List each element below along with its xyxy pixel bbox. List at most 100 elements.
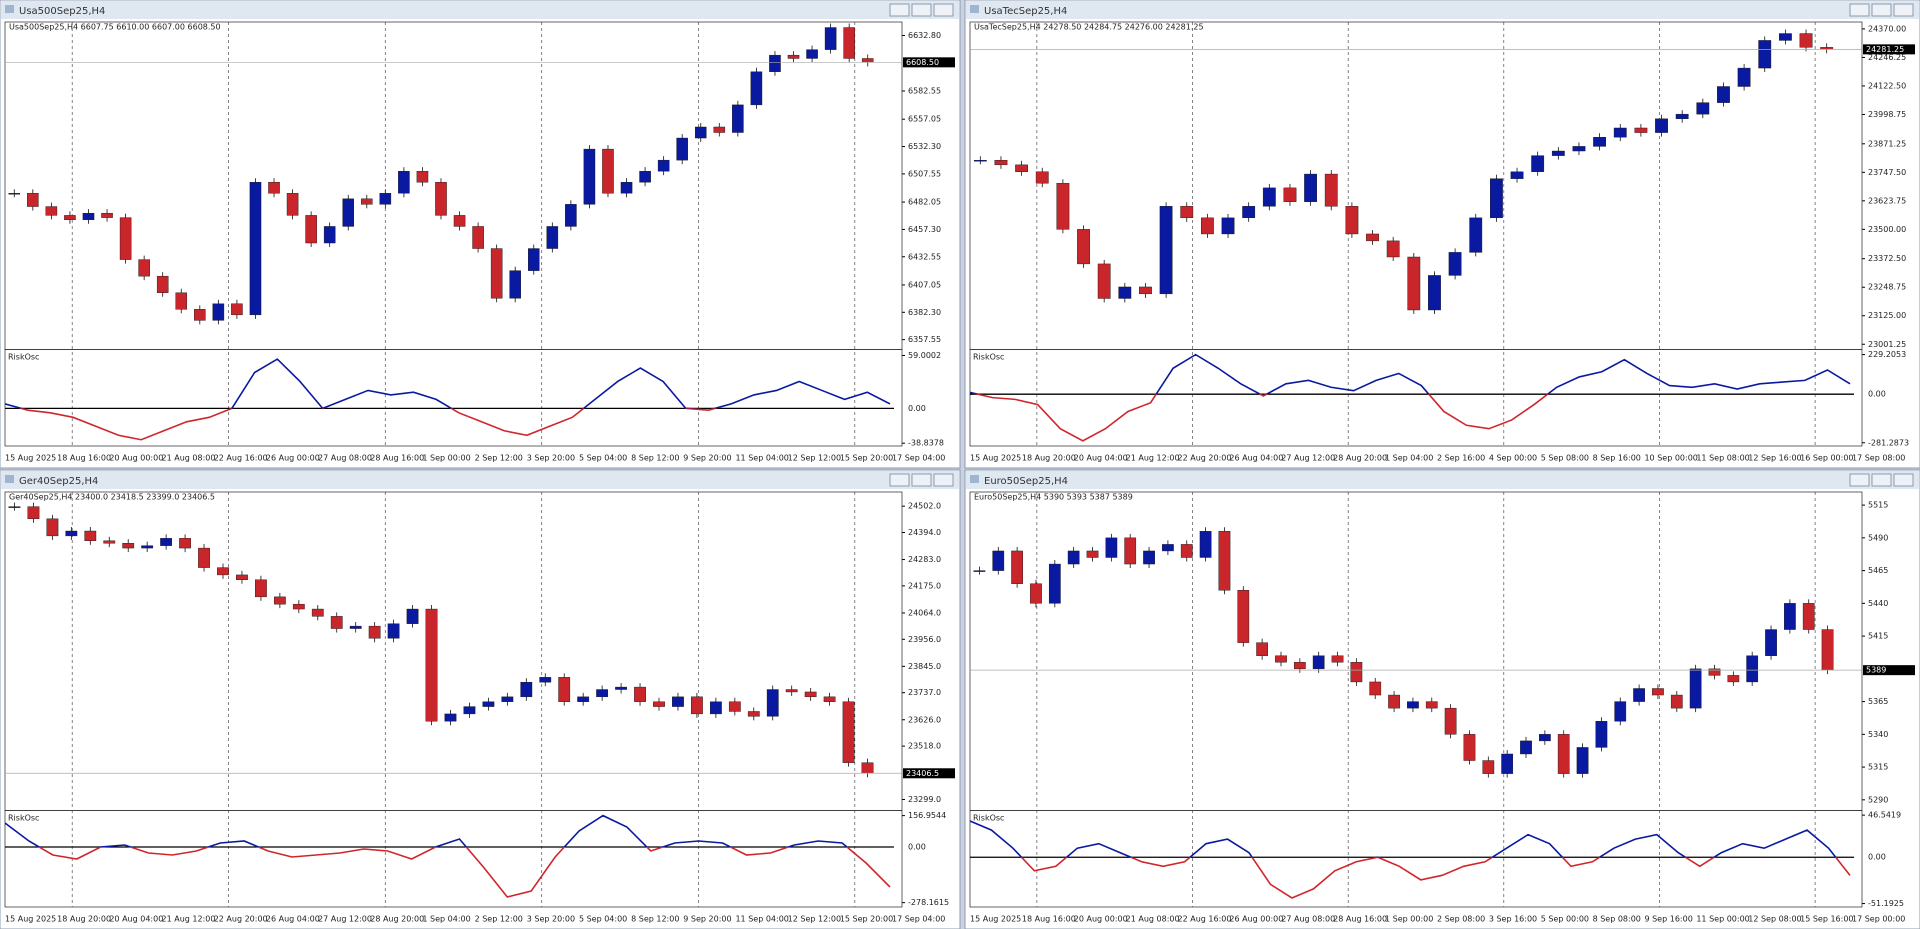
candle: [1727, 675, 1740, 683]
symbol-info: Usa500Sep25,H4 6607.75 6610.00 6607.00 6…: [9, 23, 221, 32]
candle: [435, 182, 447, 216]
candle: [286, 193, 299, 216]
candle: [1293, 662, 1306, 670]
candle: [1067, 550, 1080, 565]
candle: [1011, 550, 1023, 584]
candle: [1655, 118, 1668, 133]
candle: [323, 226, 336, 244]
maximize-button[interactable]: [911, 473, 932, 487]
candle: [973, 160, 987, 162]
candle: [672, 696, 684, 707]
candle: [379, 193, 392, 205]
close-button[interactable]: [1893, 473, 1914, 487]
candle: [520, 682, 533, 698]
chart-area: [4, 491, 903, 908]
candle: [1366, 233, 1379, 242]
osc-tick-label: 46.5419: [1868, 811, 1901, 820]
y-tick-label: 23845.0: [908, 662, 941, 671]
candle: [1821, 629, 1834, 671]
x-tick-label: 21 Aug 12:00: [1126, 454, 1180, 463]
candle: [1262, 187, 1276, 207]
price-tag: 23406.5: [906, 769, 939, 778]
candle: [138, 259, 150, 277]
window-title: Euro50Sep25,H4: [984, 476, 1068, 487]
x-tick-label: 18 Aug 16:00: [1022, 915, 1076, 924]
candle: [1407, 256, 1421, 311]
window-icon: [970, 475, 979, 483]
candle: [596, 689, 609, 698]
x-tick-label: 17 Sep 04:00: [892, 915, 945, 924]
osc-line-positive: [5, 814, 849, 847]
maximize-button[interactable]: [1871, 3, 1892, 17]
candle: [1331, 655, 1344, 663]
close-button[interactable]: [933, 3, 954, 17]
minimize-button[interactable]: [1849, 3, 1870, 17]
x-tick-label: 15 Sep 20:00: [840, 454, 893, 463]
candle: [1746, 655, 1759, 683]
candle: [787, 54, 800, 59]
minimize-button[interactable]: [1849, 473, 1870, 487]
x-tick-label: 15 Aug 2025: [5, 915, 56, 924]
x-tick-label: 17 Sep 04:00: [892, 454, 945, 463]
candle: [198, 547, 210, 568]
y-tick-label: 23372.50: [1868, 254, 1906, 263]
maximize-button[interactable]: [911, 3, 932, 17]
candle: [122, 543, 135, 549]
candle: [342, 198, 355, 227]
candle: [1124, 537, 1137, 565]
osc-tick-label: -281.2873: [1868, 438, 1909, 447]
candle: [653, 701, 665, 707]
x-tick-label: 26 Aug 04:00: [1229, 454, 1283, 463]
x-tick-label: 28 Aug 16:00: [1333, 915, 1387, 924]
candle: [65, 530, 78, 537]
x-tick-label: 9 Sep 20:00: [683, 454, 731, 463]
y-tick-label: 6632.80: [908, 31, 941, 40]
osc-line-negative: [37, 847, 891, 898]
candle: [732, 104, 744, 133]
y-tick-label: 23626.0: [908, 715, 941, 724]
price-tag: 5389: [1866, 666, 1886, 675]
x-tick-label: 12 Sep 12:00: [788, 915, 841, 924]
minimize-button[interactable]: [889, 3, 910, 17]
y-tick-label: 6482.05: [908, 198, 941, 207]
y-tick-label: 23125.00: [1868, 311, 1906, 320]
candle: [583, 148, 596, 205]
candle: [1595, 721, 1608, 748]
indicator-name: RiskOsc: [973, 814, 1004, 823]
candle: [1256, 642, 1268, 656]
candle: [1035, 171, 1049, 184]
minimize-button[interactable]: [889, 473, 910, 487]
maximize-button[interactable]: [1871, 473, 1892, 487]
candle: [305, 215, 317, 244]
x-tick-label: 15 Sep 16:00: [1800, 915, 1853, 924]
candle: [101, 212, 113, 218]
candle: [212, 303, 225, 321]
candle: [1448, 252, 1462, 276]
candle: [175, 292, 188, 310]
candle: [1593, 136, 1607, 147]
candle: [46, 518, 59, 537]
y-tick-label: 23747.50: [1868, 168, 1906, 177]
candle: [657, 159, 670, 172]
candle: [1489, 178, 1503, 219]
close-button[interactable]: [933, 473, 954, 487]
candle: [387, 623, 400, 639]
x-tick-label: 15 Aug 2025: [970, 915, 1021, 924]
x-tick-label: 22 Aug 20:00: [214, 915, 268, 924]
close-button[interactable]: [1893, 3, 1914, 17]
chart-area: [969, 21, 1863, 447]
x-tick-label: 20 Aug 00:00: [1074, 915, 1128, 924]
y-tick-label: 6457.30: [908, 225, 941, 234]
x-tick-label: 27 Aug 08:00: [1281, 915, 1335, 924]
candle: [273, 596, 286, 605]
y-tick-label: 5440: [1868, 599, 1888, 608]
osc-tick-label: -51.1925: [1868, 899, 1904, 908]
candle: [1386, 240, 1400, 258]
candle: [268, 182, 280, 194]
title-bar: [1, 1, 959, 19]
y-tick-label: 24246.25: [1868, 53, 1906, 62]
candle: [994, 160, 1008, 166]
x-tick-label: 8 Sep 12:00: [631, 454, 679, 463]
